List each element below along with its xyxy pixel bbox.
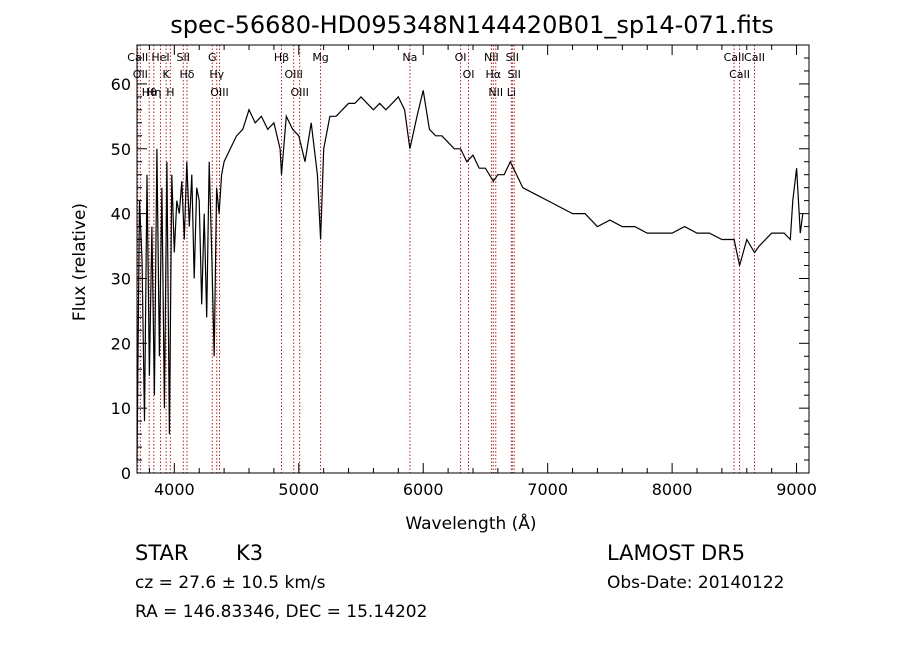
x-tick-label: 7000 bbox=[527, 480, 568, 499]
line-label: OII bbox=[133, 68, 148, 81]
line-label: CaII bbox=[724, 51, 745, 64]
line-label: OIII bbox=[284, 68, 302, 81]
line-label: NII bbox=[484, 51, 499, 64]
y-tick-label: 50 bbox=[111, 140, 131, 159]
line-label: OI bbox=[455, 51, 467, 64]
line-label: SII bbox=[506, 51, 519, 64]
line-label: K bbox=[163, 68, 171, 81]
x-tick-labels: 4000 5000 6000 7000 8000 9000 bbox=[154, 480, 817, 499]
line-label: OIII bbox=[290, 86, 308, 99]
line-label: HeI bbox=[151, 51, 169, 64]
x-tick-label: 9000 bbox=[776, 480, 817, 499]
y-tick-label: 0 bbox=[121, 464, 131, 483]
line-label: Na bbox=[402, 51, 417, 64]
line-label: G bbox=[208, 51, 217, 64]
line-label: CaII bbox=[127, 51, 148, 64]
x-tick-label: 4000 bbox=[154, 480, 195, 499]
y-tick-label: 10 bbox=[111, 399, 131, 418]
spectrum-line bbox=[136, 90, 804, 461]
y-tick-label: 30 bbox=[111, 269, 131, 288]
line-label: Hθ bbox=[142, 86, 157, 99]
spectral-line-markers bbox=[137, 45, 755, 473]
x-tick-label: 5000 bbox=[278, 480, 319, 499]
survey-name: LAMOST DR5 bbox=[607, 541, 746, 565]
line-label: CaII bbox=[744, 51, 765, 64]
line-label: Hβ bbox=[274, 51, 289, 64]
redshift-readout: cz = 27.6 ± 10.5 km/s bbox=[135, 573, 326, 593]
line-label: OIII bbox=[210, 86, 228, 99]
line-label: Hα bbox=[486, 68, 502, 81]
line-label: Hη bbox=[146, 86, 161, 99]
object-subclass: K3 bbox=[236, 541, 264, 565]
line-label: Mg bbox=[312, 51, 328, 64]
x-tick-label: 6000 bbox=[403, 480, 444, 499]
axis-ticks bbox=[137, 45, 809, 474]
coordinates-readout: RA = 146.83346, DEC = 15.14202 bbox=[135, 602, 428, 622]
line-label: Hγ bbox=[209, 68, 224, 81]
line-label: Hδ bbox=[180, 68, 195, 81]
y-tick-labels: 0 10 20 30 40 50 60 bbox=[111, 75, 131, 483]
line-label: H bbox=[166, 86, 174, 99]
plot-frame bbox=[136, 44, 810, 474]
x-tick-label: 8000 bbox=[652, 480, 693, 499]
line-label: SII bbox=[507, 68, 520, 81]
line-label: OI bbox=[463, 68, 475, 81]
object-class: STAR bbox=[135, 541, 189, 565]
line-label: NII bbox=[488, 86, 503, 99]
y-tick-label: 40 bbox=[111, 205, 131, 224]
line-label: CaII bbox=[729, 68, 750, 81]
observation-date: Obs-Date: 20140122 bbox=[607, 573, 785, 593]
y-tick-label: 60 bbox=[111, 75, 131, 94]
y-tick-label: 20 bbox=[111, 334, 131, 353]
chart-title: spec-56680-HD095348N144420B01_sp14-071.f… bbox=[170, 11, 774, 39]
line-label: Li bbox=[507, 86, 516, 99]
y-axis-label: Flux (relative) bbox=[70, 203, 90, 321]
x-axis-label: Wavelength (Å) bbox=[405, 512, 536, 534]
line-label: SII bbox=[177, 51, 190, 64]
